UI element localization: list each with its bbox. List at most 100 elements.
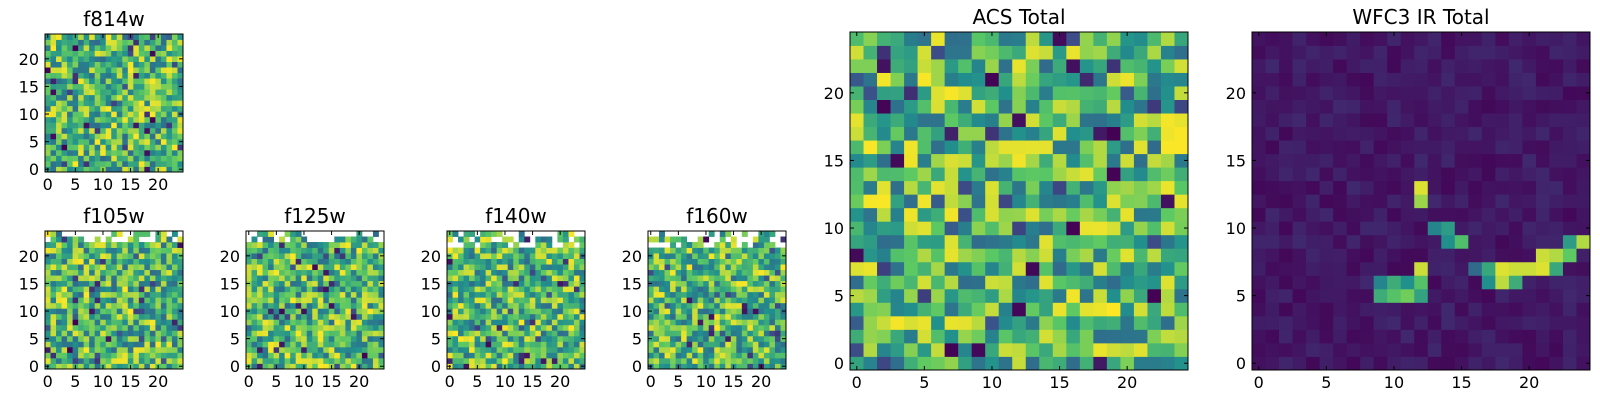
heatmap-cell	[1025, 180, 1040, 195]
heatmap-cell	[758, 258, 765, 265]
heatmap-cell	[1174, 302, 1189, 317]
heatmap-cell	[931, 72, 946, 87]
heatmap-cell	[1093, 194, 1108, 209]
heatmap-cell	[290, 352, 297, 359]
heatmap-cell	[334, 330, 341, 337]
heatmap-cell	[45, 352, 51, 359]
heatmap-cell	[306, 352, 313, 359]
heatmap-cell	[653, 363, 660, 370]
heatmap-cell	[1535, 221, 1550, 236]
heatmap-cell	[268, 231, 274, 237]
heatmap-cell	[535, 302, 542, 309]
heatmap-cell	[1373, 99, 1388, 114]
heatmap-cell	[50, 275, 57, 282]
heatmap-cell	[144, 155, 151, 162]
heatmap-cell	[160, 363, 167, 370]
heatmap-cell	[664, 269, 671, 276]
heatmap-cell	[686, 363, 693, 370]
heatmap-cell	[971, 275, 986, 290]
heatmap-cell	[171, 363, 178, 370]
heatmap-cell	[1360, 45, 1375, 60]
heatmap-cell	[480, 275, 487, 282]
heatmap-cell	[155, 138, 162, 145]
heatmap-cell	[573, 264, 580, 271]
heatmap-cell	[971, 221, 986, 236]
heatmap-cell	[78, 149, 85, 156]
heatmap-cell	[877, 261, 891, 276]
heatmap-cell	[703, 357, 710, 364]
heatmap-cell	[714, 335, 721, 342]
heatmap-cell	[1495, 167, 1510, 182]
heatmap-cell	[1265, 288, 1280, 303]
panel-title-wfc3-ir-total: WFC3 IR Total	[1352, 5, 1489, 29]
heatmap-cell	[1495, 99, 1510, 114]
heatmap-cell	[83, 258, 90, 265]
heatmap-cell	[100, 144, 107, 151]
heatmap-cell	[741, 324, 748, 331]
heatmap-cell	[1025, 99, 1040, 114]
heatmap-cell	[160, 280, 167, 287]
heatmap-cell	[1252, 356, 1266, 371]
heatmap-cell	[1052, 86, 1067, 100]
heatmap-cell	[45, 275, 51, 282]
heatmap-cell	[133, 258, 140, 265]
heatmap-cell	[144, 56, 151, 62]
heatmap-cell	[697, 258, 704, 265]
heatmap-cell	[94, 39, 101, 46]
heatmap-cell	[447, 352, 453, 359]
heatmap-cell	[648, 341, 654, 348]
heatmap-cell	[166, 297, 173, 304]
heatmap-cell	[763, 291, 770, 298]
heatmap-cell	[463, 275, 470, 282]
heatmap-cell	[1133, 167, 1148, 182]
heatmap-cell	[507, 313, 514, 320]
heatmap-cell	[67, 166, 73, 173]
heatmap-cell	[1373, 153, 1388, 168]
heatmap-cell	[659, 324, 665, 331]
heatmap-cell	[1373, 288, 1388, 303]
heatmap-cell	[535, 242, 542, 248]
heatmap-cell	[45, 100, 51, 107]
heatmap-cell	[1174, 153, 1189, 168]
heatmap-cell	[100, 116, 107, 123]
heatmap-cell	[1093, 153, 1108, 168]
heatmap-cell	[1441, 275, 1456, 290]
heatmap-cell	[78, 78, 85, 85]
heatmap-cell	[94, 133, 101, 140]
heatmap-cell	[1174, 275, 1189, 290]
heatmap-cell	[1319, 329, 1334, 344]
heatmap-cell	[116, 242, 123, 248]
heatmap-cell	[50, 138, 57, 145]
heatmap-cell	[61, 89, 68, 96]
heatmap-cell	[1522, 45, 1537, 60]
heatmap-cell	[1333, 356, 1348, 371]
heatmap-cell	[1454, 180, 1469, 195]
heatmap-cell	[1265, 59, 1280, 73]
heatmap-cell	[1265, 153, 1280, 168]
heatmap-cell	[1495, 356, 1510, 371]
heatmap-cell	[268, 275, 274, 282]
heatmap-cell	[56, 291, 62, 298]
heatmap-cell	[1427, 275, 1442, 290]
heatmap-cell	[1160, 167, 1175, 182]
heatmap-cell	[1052, 342, 1067, 357]
heatmap-cell	[502, 341, 509, 348]
heatmap-cell	[681, 335, 688, 342]
heatmap-cell	[155, 72, 162, 79]
heatmap-cell	[850, 302, 864, 317]
heatmap-cell	[1549, 275, 1564, 290]
heatmap-cell	[105, 297, 112, 304]
heatmap-cell	[149, 269, 156, 276]
heatmap-cell	[697, 335, 704, 342]
heatmap-cell	[719, 313, 726, 320]
heatmap-cell	[985, 356, 1000, 371]
heatmap-cell	[312, 258, 319, 265]
heatmap-cell	[290, 363, 297, 370]
heatmap-cell	[1481, 86, 1496, 100]
heatmap-cell	[138, 247, 145, 254]
heatmap-cell	[290, 324, 297, 331]
heatmap-cell	[763, 258, 770, 265]
heatmap-cell	[562, 352, 569, 359]
heatmap-cell	[334, 297, 341, 304]
y-tick-label: 20	[220, 247, 240, 266]
